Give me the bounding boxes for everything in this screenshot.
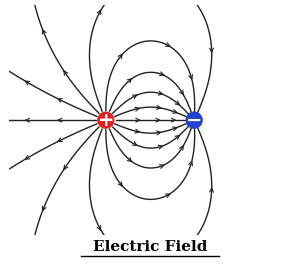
Text: Electric Field: Electric Field <box>93 240 207 254</box>
Text: −: − <box>186 111 202 130</box>
Circle shape <box>98 112 114 128</box>
Circle shape <box>186 112 202 128</box>
Text: +: + <box>98 111 114 130</box>
